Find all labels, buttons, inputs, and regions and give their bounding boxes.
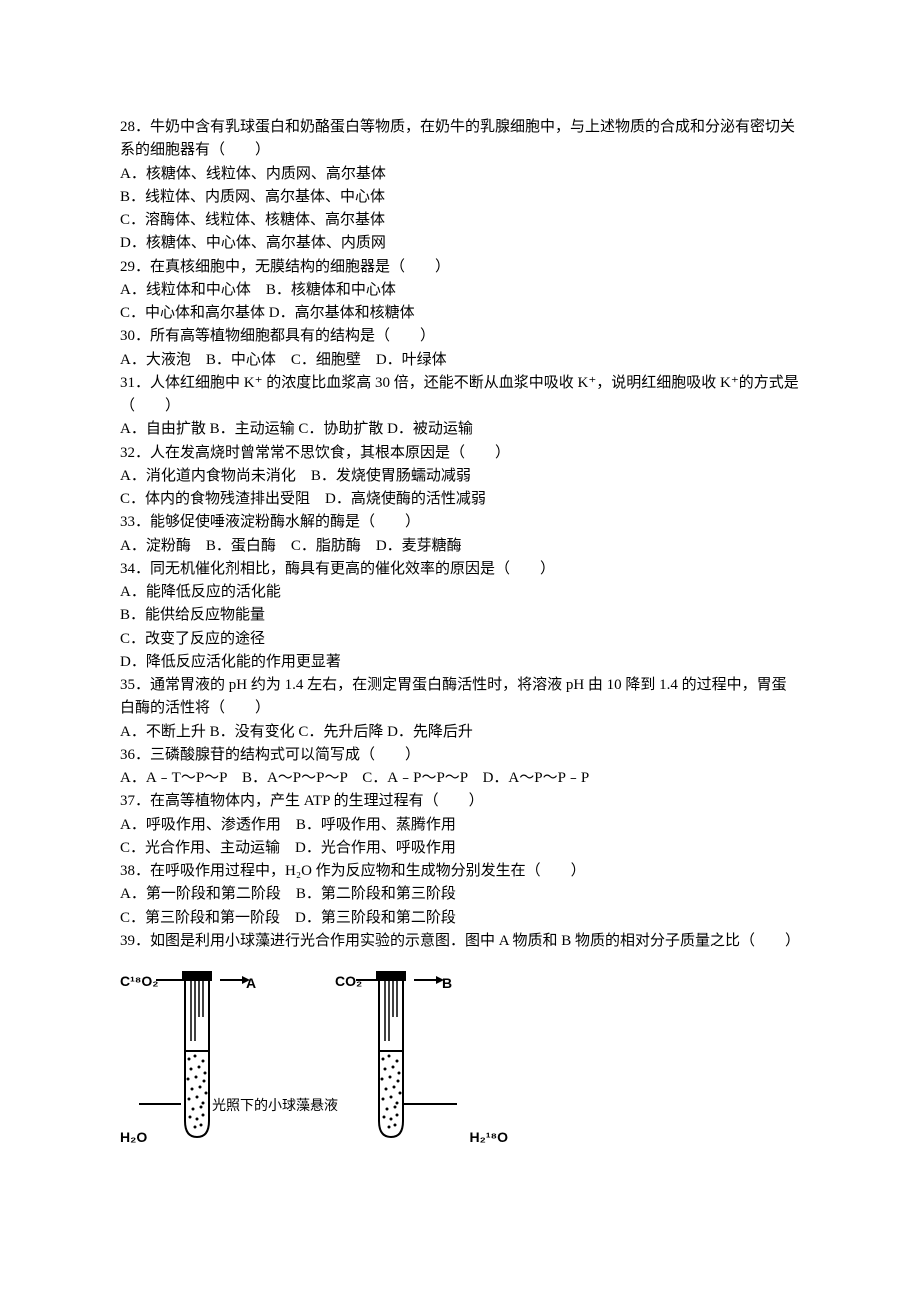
question-stem: 36．三磷酸腺苷的结构式可以简写成（ ） bbox=[120, 744, 800, 767]
option-line: B．线粒体、内质网、高尔基体、中心体 bbox=[120, 186, 800, 209]
stopper-right bbox=[376, 971, 406, 981]
h2o-line-left bbox=[139, 1103, 181, 1105]
option-line: C．体内的食物残渣排出受阻 D．高烧使酶的活性减弱 bbox=[120, 488, 800, 511]
option-line: C．改变了反应的途径 bbox=[120, 628, 800, 651]
option-line: A．呼吸作用、渗透作用 B．呼吸作用、蒸腾作用 bbox=[120, 814, 800, 837]
option-line: C．光合作用、主动运输 D．光合作用、呼吸作用 bbox=[120, 837, 800, 860]
option-line: D．降低反应活化能的作用更显著 bbox=[120, 651, 800, 674]
option-line: A．自由扩散 B．主动运输 C．协助扩散 D．被动运输 bbox=[120, 418, 800, 441]
option-line: C．第三阶段和第一阶段 D．第三阶段和第二阶段 bbox=[120, 907, 800, 930]
option-line: A．线粒体和中心体 B．核糖体和中心体 bbox=[120, 279, 800, 302]
option-line: A．第一阶段和第二阶段 B．第二阶段和第三阶段 bbox=[120, 883, 800, 906]
q39-figure: C¹⁸O₂ A CO₂ B bbox=[120, 971, 500, 1171]
question-stem: 32．人在发高烧时曾常常不思饮食，其根本原因是（ ） bbox=[120, 442, 800, 465]
tube-right bbox=[377, 981, 405, 1131]
question-stem: 29．在真核细胞中，无膜结构的细胞器是（ ） bbox=[120, 256, 800, 279]
stopper-left bbox=[182, 971, 212, 981]
label-h218o: H₂¹⁸O bbox=[470, 1127, 509, 1149]
question-stem: 37．在高等植物体内，产生 ATP 的生理过程有（ ） bbox=[120, 790, 800, 813]
option-line: C．中心体和高尔基体 D．高尔基体和核糖体 bbox=[120, 302, 800, 325]
option-line: A．淀粉酶 B．蛋白酶 C．脂肪酶 D．麦芽糖酶 bbox=[120, 535, 800, 558]
outlet-arrow-left bbox=[220, 979, 248, 981]
label-co2: CO₂ bbox=[335, 971, 362, 993]
question-stem: 35．通常胃液的 pH 约为 1.4 左右，在测定胃蛋白酶活性时，将溶液 pH … bbox=[120, 674, 800, 721]
option-line: A．核糖体、线粒体、内质网、高尔基体 bbox=[120, 163, 800, 186]
option-line: C．溶酶体、线粒体、核糖体、高尔基体 bbox=[120, 209, 800, 232]
option-line: A．能降低反应的活化能 bbox=[120, 581, 800, 604]
option-line: A．大液泡 B．中心体 C．细胞壁 D．叶绿体 bbox=[120, 349, 800, 372]
option-line: D．核糖体、中心体、高尔基体、内质网 bbox=[120, 232, 800, 255]
question-stem: 38．在呼吸作用过程中，H₂O 作为反应物和生成物分别发生在（ ） bbox=[120, 860, 800, 883]
exam-page: 28．牛奶中含有乳球蛋白和奶酪蛋白等物质，在奶牛的乳腺细胞中，与上述物质的合成和… bbox=[0, 0, 920, 1302]
option-line: A．A﹣T～P～P B．A～P～P～P C．A﹣P～P～P D．A～P～P﹣P bbox=[120, 767, 800, 790]
h2o-line-right bbox=[404, 1103, 457, 1105]
outlet-arrow-right bbox=[414, 979, 442, 981]
question-stem: 33．能够促使唾液淀粉酶水解的酶是（ ） bbox=[120, 511, 800, 534]
question-stem: 30．所有高等植物细胞都具有的结构是（ ） bbox=[120, 325, 800, 348]
tube-left bbox=[183, 981, 211, 1131]
question-list: 28．牛奶中含有乳球蛋白和奶酪蛋白等物质，在奶牛的乳腺细胞中，与上述物质的合成和… bbox=[120, 116, 800, 953]
option-line: A．不断上升 B．没有变化 C．先升后降 D．先降后升 bbox=[120, 721, 800, 744]
question-stem: 31．人体红细胞中 K⁺ 的浓度比血浆高 30 倍，还能不断从血浆中吸收 K⁺，… bbox=[120, 372, 800, 419]
label-c18o2: C¹⁸O₂ bbox=[120, 971, 159, 993]
figure-caption: 光照下的小球藻悬液 bbox=[212, 1096, 338, 1118]
option-line: A．消化道内食物尚未消化 B．发烧使胃肠蠕动减弱 bbox=[120, 465, 800, 488]
question-stem: 28．牛奶中含有乳球蛋白和奶酪蛋白等物质，在奶牛的乳腺细胞中，与上述物质的合成和… bbox=[120, 116, 800, 163]
label-h2o: H₂O bbox=[120, 1127, 147, 1149]
option-line: B．能供给反应物能量 bbox=[120, 604, 800, 627]
question-stem: 34．同无机催化剂相比，酶具有更高的催化效率的原因是（ ） bbox=[120, 558, 800, 581]
question-stem: 39．如图是利用小球藻进行光合作用实验的示意图．图中 A 物质和 B 物质的相对… bbox=[120, 930, 800, 953]
